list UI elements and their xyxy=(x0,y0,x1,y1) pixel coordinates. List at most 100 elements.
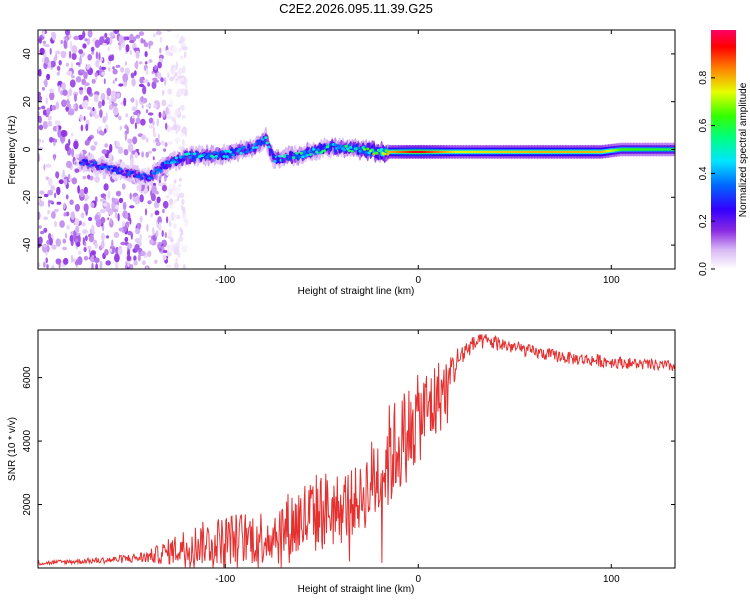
noise-speckle xyxy=(139,76,144,84)
spectral-ridge-cell xyxy=(120,170,124,173)
noise-speckle xyxy=(70,132,74,137)
spectral-ridge-cell xyxy=(302,150,306,154)
noise-speckle xyxy=(108,67,111,72)
noise-speckle xyxy=(58,60,62,66)
spectral-ridge-cell xyxy=(211,155,215,159)
noise-speckle xyxy=(134,122,137,130)
noise-speckle xyxy=(75,62,81,66)
noise-speckle xyxy=(83,255,89,261)
noise-speckle xyxy=(39,47,45,56)
noise-speckle xyxy=(156,118,160,127)
spectral-ridge-cell xyxy=(145,175,149,179)
noise-speckle xyxy=(103,78,106,85)
noise-speckle xyxy=(145,67,149,76)
spectral-ridge-cell xyxy=(270,150,274,154)
noise-speckle xyxy=(63,202,66,210)
noise-speckle xyxy=(107,47,110,52)
noise-speckle xyxy=(105,235,110,239)
noise-speckle xyxy=(121,183,126,190)
snr-panel: -100 0 100 2000 4000 6000 Height of straight… xyxy=(7,329,676,595)
noise-speckle xyxy=(68,178,73,182)
noise-speckle xyxy=(47,120,53,127)
noise-speckle xyxy=(160,140,165,146)
spectral-ridge-cell xyxy=(259,142,263,146)
colorbar-tick-label: 0.8 xyxy=(698,70,709,84)
spectral-ridge-cell xyxy=(228,150,232,154)
noise-speckle xyxy=(47,115,52,121)
spectral-ridge-cell xyxy=(187,152,191,156)
noise-speckle xyxy=(76,241,81,247)
spectral-ridge-cell xyxy=(134,173,138,177)
spectral-ridge-cell xyxy=(109,165,113,168)
noise-speckle xyxy=(58,179,64,185)
noise-speckle xyxy=(175,61,178,71)
noise-speckle xyxy=(50,185,55,192)
spectrogram-y-tick-label: -40 xyxy=(22,237,33,252)
spectral-ridge-cell xyxy=(307,150,311,153)
noise-speckle xyxy=(135,227,141,235)
noise-speckle xyxy=(151,71,154,75)
noise-speckle xyxy=(185,84,188,89)
noise-speckle xyxy=(127,230,133,236)
noise-speckle xyxy=(152,120,155,126)
noise-speckle xyxy=(60,129,67,138)
noise-speckle xyxy=(152,156,155,161)
noise-speckle xyxy=(60,50,67,59)
noise-speckle xyxy=(135,49,140,59)
snr-y-tick-label: 2000 xyxy=(22,493,33,516)
spectral-ridge-cell xyxy=(375,151,379,155)
noise-speckle xyxy=(55,50,61,55)
noise-speckle xyxy=(104,32,108,38)
noise-speckle xyxy=(127,242,133,249)
noise-speckle xyxy=(150,212,153,218)
noise-speckle xyxy=(134,152,139,159)
spectrogram-marks xyxy=(38,30,675,269)
noise-speckle xyxy=(38,36,43,44)
noise-speckle xyxy=(181,114,186,119)
noise-speckle xyxy=(69,40,73,50)
noise-speckle xyxy=(182,65,186,74)
spectral-ridge-cell xyxy=(363,148,367,151)
noise-speckle xyxy=(80,69,85,74)
noise-speckle xyxy=(38,236,43,245)
noise-speckle xyxy=(70,61,74,70)
noise-speckle xyxy=(113,30,120,34)
spectral-ridge-cell xyxy=(114,169,118,173)
noise-speckle xyxy=(59,220,65,228)
noise-speckle xyxy=(182,138,185,148)
noise-speckle xyxy=(79,220,82,226)
snr-x-tick-label: -100 xyxy=(215,574,235,585)
noise-speckle xyxy=(168,188,173,196)
snr-y-tick-label: 6000 xyxy=(22,366,33,389)
noise-speckle xyxy=(113,231,120,238)
noise-speckle xyxy=(154,210,160,216)
noise-speckle xyxy=(54,192,57,199)
noise-speckle xyxy=(117,213,120,222)
noise-speckle xyxy=(106,87,112,97)
spectral-ridge-cell xyxy=(316,148,320,152)
noise-speckle xyxy=(94,39,101,48)
noise-speckle xyxy=(181,126,188,135)
noise-speckle xyxy=(108,98,112,106)
noise-speckle xyxy=(163,77,167,86)
noise-speckle xyxy=(42,40,47,45)
noise-speckle xyxy=(53,208,59,213)
noise-speckle xyxy=(143,42,149,48)
noise-speckle xyxy=(104,143,109,148)
noise-speckle xyxy=(130,97,135,103)
noise-speckle xyxy=(62,89,68,96)
noise-speckle xyxy=(164,142,168,148)
noise-speckle xyxy=(47,209,50,215)
noise-speckle xyxy=(65,106,69,112)
noise-speckle xyxy=(135,34,141,39)
noise-speckle xyxy=(108,55,113,62)
spectral-ridge-cell xyxy=(125,169,129,173)
spectral-ridge-cell xyxy=(162,166,166,170)
spectral-ridge-cell xyxy=(322,149,327,153)
noise-speckle xyxy=(86,64,90,70)
noise-speckle xyxy=(165,122,168,130)
noise-speckle xyxy=(101,232,105,242)
noise-speckle xyxy=(117,247,123,255)
noise-speckle xyxy=(127,143,134,152)
noise-speckle xyxy=(165,106,169,115)
